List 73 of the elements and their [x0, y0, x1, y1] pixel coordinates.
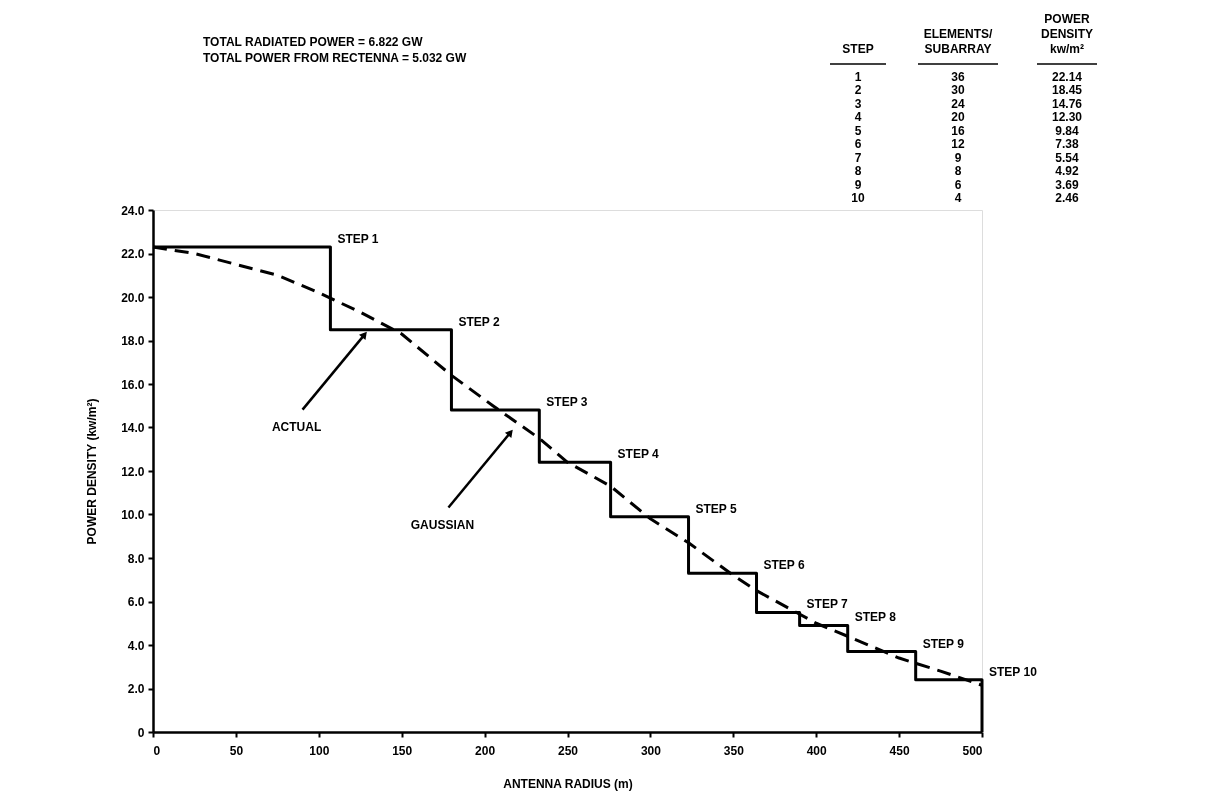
text: 4: [854, 110, 862, 124]
x-tick-label: 300: [640, 743, 662, 758]
y-tick-label: 4.0: [127, 638, 145, 653]
x-tick-label: 500: [962, 743, 983, 758]
text: TOTAL POWER FROM RECTENNA = 5.032 GW: [203, 51, 467, 65]
text: 22.14: [1051, 69, 1083, 84]
text: 5.54: [1055, 150, 1079, 165]
text: 1: [854, 69, 862, 84]
text: 10: [851, 191, 865, 205]
annotation: STEP 4: [617, 447, 660, 462]
annotation: STEP 7: [806, 597, 849, 612]
annotation: STEP 9: [922, 636, 965, 651]
annotation: STEP 8: [854, 610, 897, 625]
y-tick-label: 12.0: [121, 464, 145, 479]
text: 3.69: [1055, 177, 1079, 192]
y-tick-label: 0: [137, 725, 145, 740]
text: 9: [954, 150, 962, 165]
y-tick-label: 16.0: [121, 377, 145, 392]
y-tick-label: 2.0: [127, 682, 145, 696]
x-tick-label: 200: [475, 743, 496, 758]
text: ELEMENTS/ SUBARRAY: [923, 27, 993, 56]
x-tick-label: 400: [806, 743, 828, 758]
text: 2: [854, 83, 862, 97]
x-tick-label: 0: [153, 743, 161, 758]
text: 6: [854, 137, 862, 151]
text: 8: [954, 164, 962, 178]
text: 7.38: [1055, 137, 1079, 151]
text: 12.30: [1051, 110, 1083, 124]
y-tick-label: 22.0: [121, 247, 145, 261]
annotation: STEP 3: [546, 395, 588, 410]
text: 14.76: [1051, 96, 1083, 111]
x-tick-label: 50: [229, 743, 244, 758]
y-tick-label: 20.0: [121, 290, 145, 305]
text: STEP: [842, 42, 874, 56]
text: 30: [951, 83, 965, 97]
x-tick-label: 100: [309, 743, 330, 758]
y-tick-label: 24.0: [121, 203, 145, 218]
text: 9: [854, 177, 862, 192]
y-axis-title: POWER DENSITY (kw/m²): [85, 398, 100, 545]
y-tick-label: 10.0: [121, 508, 145, 522]
annotation: ACTUAL: [271, 419, 322, 434]
text: 16: [951, 123, 965, 138]
text: 8: [854, 164, 862, 178]
x-tick-label: 250: [557, 743, 579, 758]
annotation: STEP 2: [458, 314, 500, 329]
y-tick-label: 8.0: [127, 551, 145, 566]
x-tick-label: 450: [889, 743, 910, 758]
annotation: STEP 6: [763, 558, 805, 573]
x-axis-title: ANTENNA RADIUS (m): [503, 776, 633, 791]
text: 2.46: [1055, 191, 1079, 205]
x-tick-label: 350: [723, 743, 745, 758]
text: 9.84: [1055, 123, 1079, 138]
text: 5: [854, 123, 862, 138]
text: 20: [951, 110, 965, 124]
y-tick-label: 18.0: [121, 334, 145, 348]
text: 4: [954, 191, 962, 205]
text: TOTAL RADIATED POWER = 6.822 GW: [203, 35, 424, 49]
annotation: GAUSSIAN: [410, 517, 475, 532]
text: 18.45: [1051, 83, 1083, 97]
text: 7: [854, 150, 862, 165]
y-tick-label: 14.0: [121, 421, 145, 435]
y-tick-label: 6.0: [127, 595, 145, 609]
x-tick-label: 150: [392, 743, 413, 758]
text: POWER DENSITY kw/m²: [1040, 12, 1094, 56]
text: 3: [854, 96, 862, 111]
annotation: STEP 5: [695, 501, 737, 516]
text: 4.92: [1055, 164, 1079, 178]
text: 6: [954, 177, 962, 192]
text: 24: [951, 96, 965, 111]
annotation: STEP 10: [989, 664, 1038, 679]
text: 36: [951, 69, 965, 84]
text: 12: [951, 137, 965, 151]
annotation: STEP 1: [337, 231, 379, 246]
